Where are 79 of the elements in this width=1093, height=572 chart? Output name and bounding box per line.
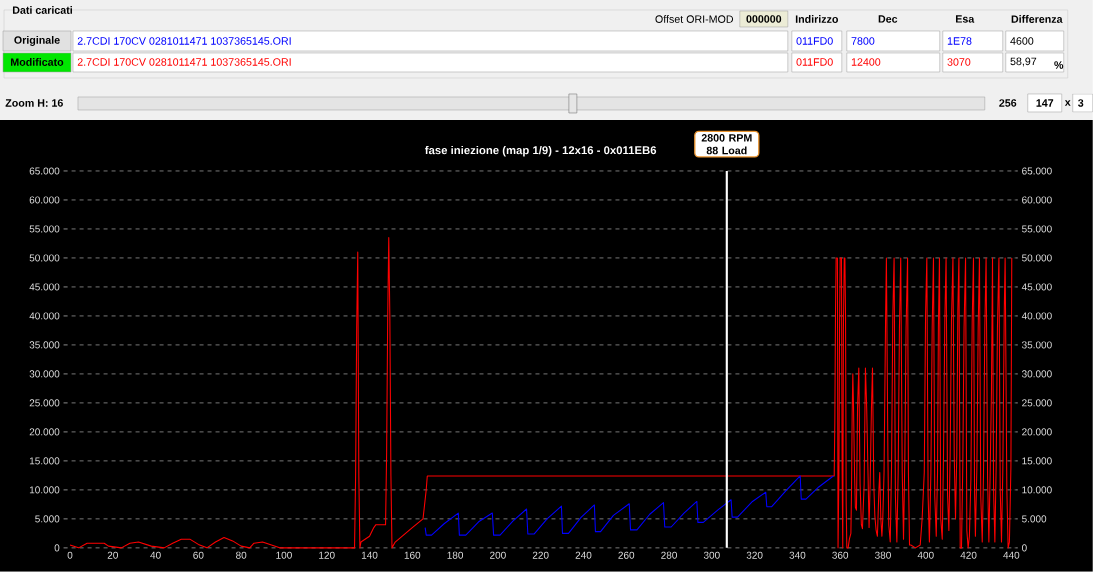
text: 256 (999, 99, 1017, 107)
x-tick-label: 0 (67, 551, 73, 559)
y2-tick-label: 50.000 (29, 254, 60, 262)
x-tick-label: 60 (193, 551, 204, 559)
x-tick-label: 380 (875, 551, 891, 559)
text: % (1054, 61, 1064, 69)
text: Esa (956, 15, 975, 23)
y-tick-label: 20.000 (1022, 428, 1052, 436)
text: 12400 (851, 58, 881, 66)
y2-tick-label: 20.000 (29, 428, 60, 436)
text: Differenza (1011, 15, 1063, 23)
y-tick-label: 65.000 (1022, 167, 1052, 175)
text: 000000 (746, 15, 782, 23)
text: 3070 (947, 58, 971, 66)
y2-tick-label: 25.000 (29, 399, 60, 407)
text: 011FD0 (796, 37, 833, 45)
text: Zoom H: 16 (5, 99, 63, 107)
y-tick-label: 0 (1021, 544, 1027, 552)
x-tick-label: 20 (107, 551, 118, 559)
y-tick-label: 30.000 (1021, 370, 1052, 378)
x-tick-label: 160 (404, 551, 421, 559)
text: Dati caricati (12, 6, 72, 14)
y-tick-label: 5.000 (1021, 515, 1047, 523)
text: 011FD0 (796, 58, 833, 66)
y-tick-label: 40.000 (1021, 312, 1052, 320)
x-tick-label: 80 (236, 551, 247, 559)
x-tick-label: 320 (746, 551, 763, 559)
y-tick-label: 25.000 (1022, 399, 1052, 407)
text: 2.7CDI 170CV 0281011471 1037365145.ORI (77, 58, 291, 66)
y2-tick-label: 55.000 (29, 225, 60, 233)
y2-tick-label: 60.000 (29, 196, 60, 204)
x-tick-label: 180 (447, 551, 464, 559)
text: 147 (1036, 99, 1054, 107)
text: Dec (878, 15, 898, 23)
x-tick-label: 260 (618, 551, 635, 559)
y2-tick-label: 40.000 (29, 312, 60, 320)
x-tick-label: 340 (789, 551, 806, 559)
text: 3 (1078, 99, 1084, 107)
text: 7800 (851, 37, 875, 45)
y2-tick-label: 65.000 (29, 167, 60, 175)
y2-tick-label: 35.000 (29, 341, 60, 349)
y-tick-label: 45.000 (1021, 283, 1052, 291)
text: 58,97 (1010, 57, 1037, 67)
x-tick-label: 220 (532, 551, 549, 559)
x-tick-label: 200 (490, 551, 506, 559)
x-tick-label: 140 (361, 551, 378, 559)
x-tick-label: 420 (960, 551, 977, 559)
y-tick-label: 15.000 (1022, 457, 1052, 465)
y-tick-label: 50.000 (1021, 254, 1052, 262)
x-tick-label: 40 (150, 551, 161, 559)
text: x (1064, 100, 1071, 106)
y2-tick-label: 5.000 (35, 515, 60, 523)
text: Modificato (11, 58, 64, 66)
text: Offset ORI-MOD (655, 15, 734, 23)
ref-line-label: 2800 RPM 88 Load (701, 134, 752, 155)
text: 2.7CDI 170CV 0281011471 1037365145.ORI (77, 37, 291, 45)
y-tick-label: 55.000 (1021, 225, 1052, 233)
y-tick-label: 60.000 (1022, 196, 1052, 204)
chart-title: fase iniezione (map 1/9) - 12x16 - 0x011EB6 (424, 145, 657, 157)
x-tick-label: 280 (661, 551, 677, 559)
y-tick-label: 35.000 (1021, 341, 1052, 349)
text: Originale (14, 36, 60, 47)
y2-tick-label: 45.000 (29, 283, 60, 291)
y2-tick-label: 0 (54, 544, 60, 552)
x-tick-label: 360 (832, 551, 849, 559)
y2-tick-label: 10.000 (29, 486, 60, 494)
text: Indirizzo (795, 15, 839, 23)
text: 1E78 (947, 37, 972, 45)
x-tick-label: 440 (1003, 551, 1020, 559)
x-tick-label: 240 (575, 551, 592, 559)
x-tick-label: 100 (276, 551, 292, 559)
x-tick-label: 400 (917, 551, 934, 559)
y2-tick-label: 30.000 (29, 370, 60, 378)
y2-tick-label: 15.000 (29, 457, 60, 465)
x-tick-label: 300 (703, 551, 720, 559)
text: 4600 (1010, 37, 1034, 45)
x-tick-label: 120 (319, 551, 335, 559)
y-tick-label: 10.000 (1022, 486, 1052, 494)
line-series (424, 475, 834, 536)
